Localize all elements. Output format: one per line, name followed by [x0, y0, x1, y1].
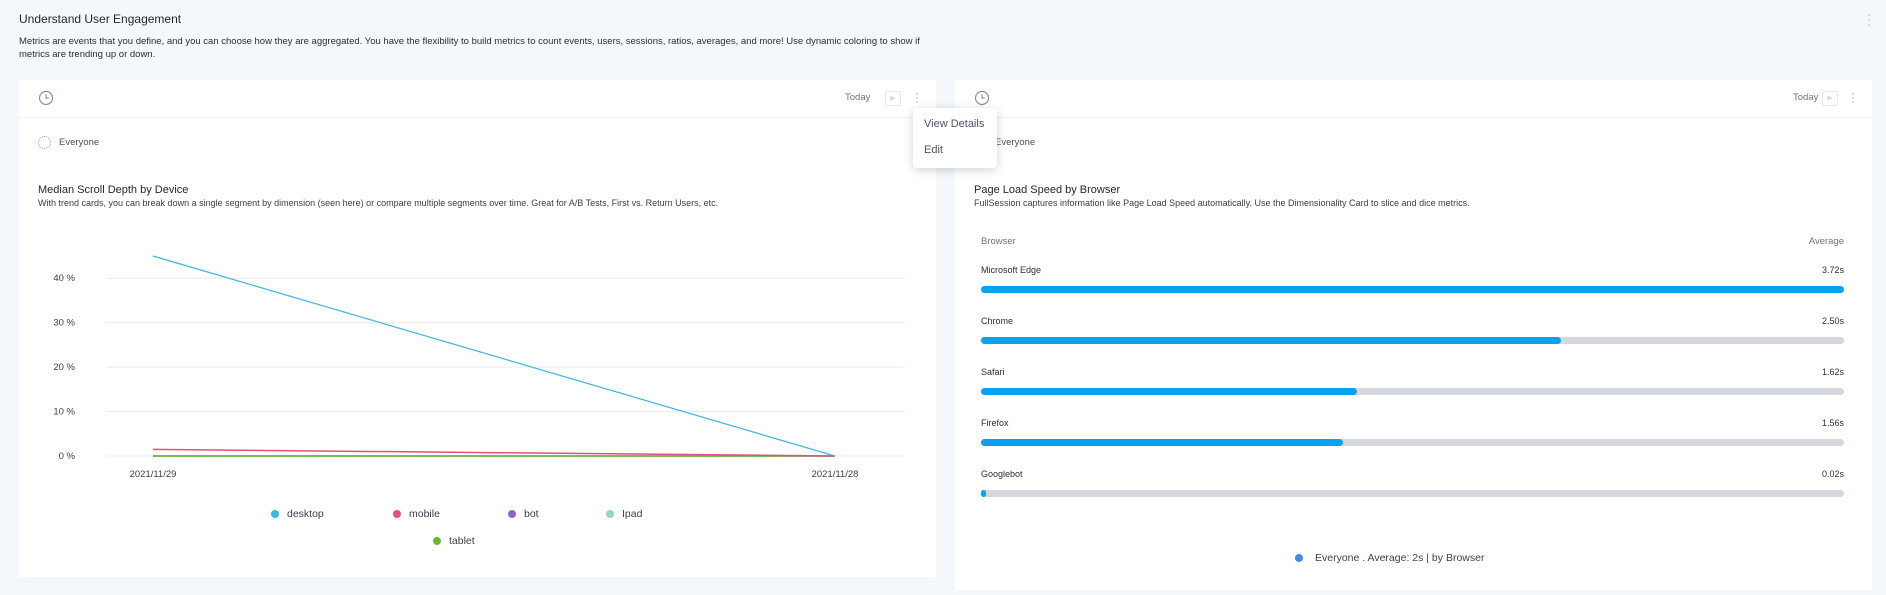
legend-dot — [508, 510, 516, 518]
y-tick-label: 30 % — [53, 318, 75, 329]
menu-item-edit[interactable]: Edit — [924, 144, 943, 156]
bar-row[interactable]: Googlebot 0.02s — [981, 469, 1844, 499]
chart-description: FullSession captures information like Pa… — [974, 198, 1470, 208]
segment-icon — [38, 136, 51, 149]
bar-row[interactable]: Safari 1.62s — [981, 367, 1844, 397]
date-range-label[interactable]: Today — [1793, 92, 1819, 103]
bar-fill — [981, 490, 986, 497]
bar-track — [981, 337, 1844, 344]
play-icon[interactable]: ▶ — [1822, 91, 1838, 106]
summary-text: Everyone . Average: 2s | by Browser — [1315, 552, 1485, 564]
y-tick-label: 10 % — [53, 407, 75, 418]
bar-value: 0.02s — [1821, 469, 1844, 479]
legend-label: bot — [524, 508, 539, 520]
card-more-options-icon[interactable]: · · · — [915, 86, 919, 108]
play-icon[interactable]: ▶ — [885, 91, 901, 106]
column-header-browser: Browser — [981, 236, 1016, 247]
bar-label: Chrome — [981, 316, 1014, 326]
bar-track — [981, 286, 1844, 293]
bar-fill — [981, 286, 1844, 293]
legend-dot — [271, 510, 279, 518]
y-tick-label: 40 % — [53, 273, 75, 284]
card-toolbar: Today ▶ · · · — [955, 80, 1872, 118]
legend-dot — [606, 510, 614, 518]
y-tick-label: 0 % — [59, 451, 76, 462]
page-more-options-icon[interactable]: · · · — [1866, 6, 1872, 32]
summary-dot — [1295, 554, 1303, 562]
series-line-desktop[interactable] — [152, 255, 836, 457]
menu-item-view-details[interactable]: View Details — [924, 118, 985, 130]
bar-row[interactable]: Microsoft Edge 3.72s — [981, 265, 1844, 295]
bar-fill — [981, 337, 1561, 344]
legend-label: desktop — [287, 508, 324, 520]
bar-label: Firefox — [981, 418, 1009, 428]
date-range-label[interactable]: Today — [845, 92, 871, 103]
series-line-mobile[interactable] — [152, 448, 836, 457]
bar-value: 1.62s — [1821, 367, 1844, 377]
bar-value: 2.50s — [1821, 316, 1844, 326]
line-chart: 0 % 10 % 20 % 30 % 40 % 2021/11/29 2021/11/28 — [53, 255, 905, 480]
legend-label: tablet — [449, 535, 475, 547]
y-tick-label: 20 % — [53, 362, 75, 373]
bar-label: Googlebot — [981, 469, 1023, 479]
clock-icon[interactable] — [974, 90, 990, 106]
card-context-menu: View Details Edit — [913, 108, 997, 168]
bar-fill — [981, 388, 1357, 395]
bar-value: 3.72s — [1821, 265, 1844, 275]
chart-title: Page Load Speed by Browser — [974, 184, 1121, 196]
bar-row[interactable]: Firefox 1.56s — [981, 418, 1844, 448]
x-tick-label: 2021/11/29 — [130, 469, 177, 480]
bar-fill — [981, 439, 1343, 446]
page-load-speed-card: Today ▶ · · · Everyone Page Load Speed by … — [955, 80, 1872, 590]
bar-label: Safari — [981, 367, 1005, 377]
clock-icon[interactable] — [38, 90, 54, 106]
bar-track — [981, 490, 1844, 497]
legend-label: Ipad — [622, 508, 643, 520]
scroll-depth-card: Today ▶ · · · Everyone Median Scroll Depth… — [19, 80, 936, 577]
chart-title: Median Scroll Depth by Device — [38, 184, 189, 196]
page-header: Understand User Engagement Metrics are e… — [19, 12, 939, 61]
page-title: Understand User Engagement — [19, 12, 182, 26]
segment-label: Everyone — [59, 137, 100, 148]
bar-value: 1.56s — [1821, 418, 1844, 428]
card-toolbar: Today ▶ · · · — [19, 80, 936, 118]
page-description: Metrics are events that you define, and … — [19, 36, 920, 60]
segment-label: Everyone — [995, 137, 1036, 148]
card-more-options-icon[interactable]: · · · — [1851, 86, 1855, 108]
x-tick-label: 2021/11/28 — [812, 469, 859, 480]
legend-dot — [393, 510, 401, 518]
bar-track — [981, 388, 1844, 395]
legend-label: mobile — [409, 508, 440, 520]
legend-dot — [433, 537, 441, 545]
bar-row[interactable]: Chrome 2.50s — [981, 316, 1844, 346]
bar-label: Microsoft Edge — [981, 265, 1042, 275]
chart-description: With trend cards, you can break down a s… — [38, 198, 719, 208]
bar-track — [981, 439, 1844, 446]
column-header-average: Average — [1808, 236, 1844, 247]
